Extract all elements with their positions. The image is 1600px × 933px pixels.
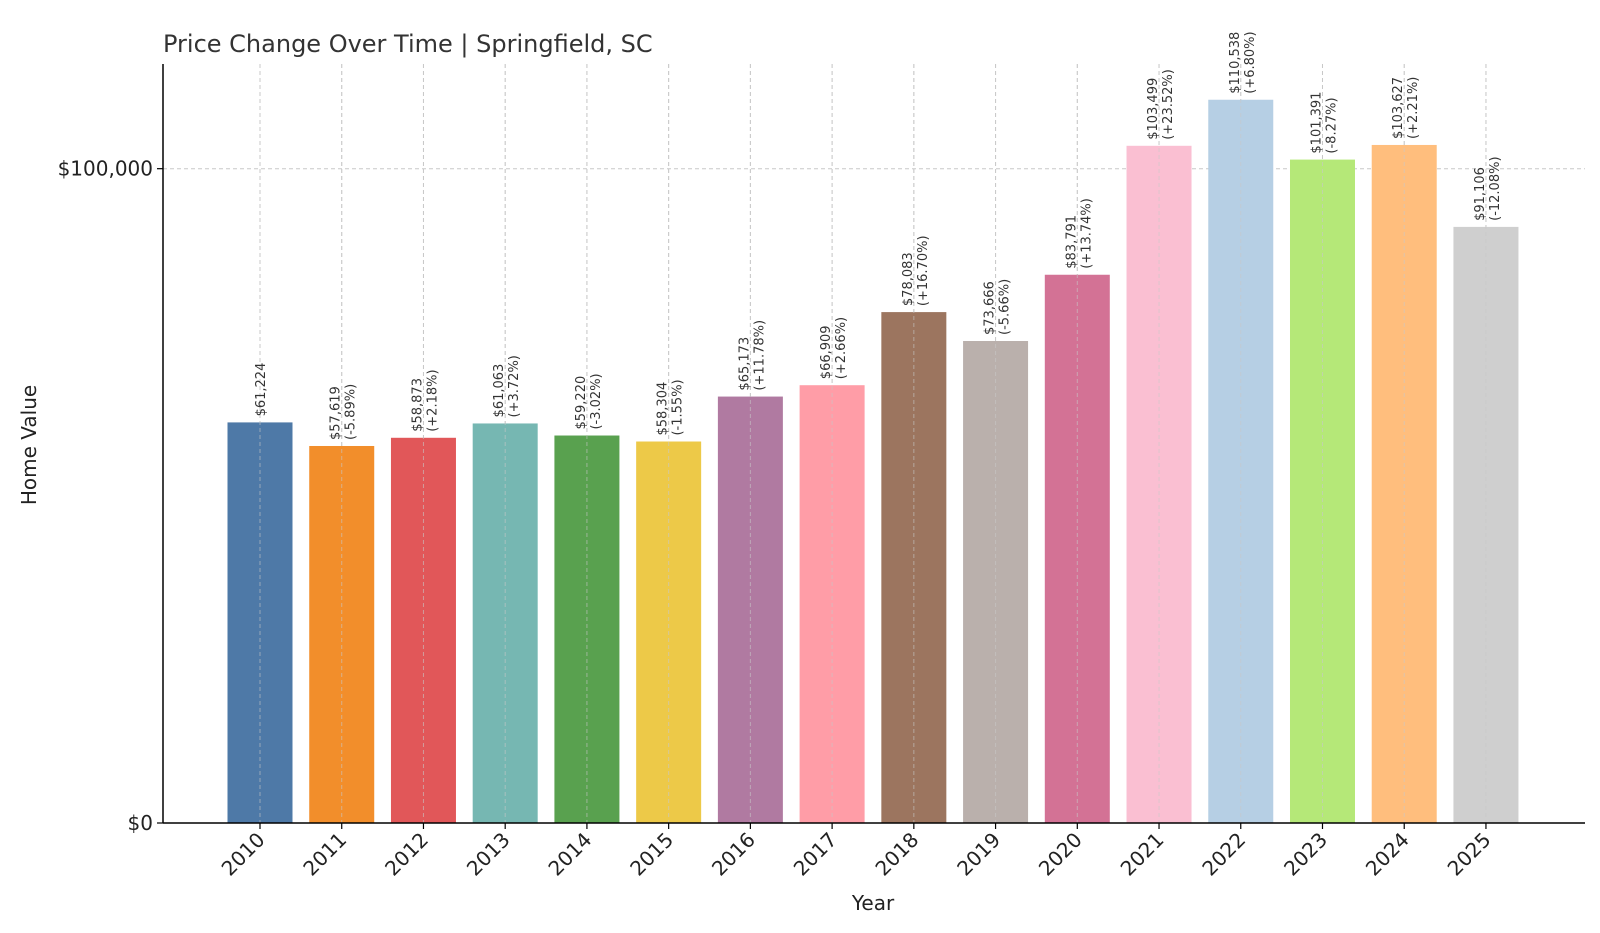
bar-value-label: $101,391 (1309, 92, 1324, 154)
bar-label-group: $103,627 (+2.21%) (1391, 77, 1421, 139)
bar-label-group: $110,538 (+6.80%) (1228, 31, 1258, 93)
bar-value-label: $59,220 (574, 376, 589, 430)
bar-change-label: (+6.80%) (1243, 31, 1258, 93)
bar-2010 (227, 422, 293, 823)
x-tick-label: 2025 (1443, 828, 1496, 881)
bar-label-group: $61,063 (+3.72%) (492, 355, 522, 417)
x-tick-label: 2010 (217, 828, 270, 881)
x-tick-label: 2017 (789, 828, 842, 881)
bar-label-group: $61,224 (254, 363, 269, 417)
x-tick-label: 2018 (870, 828, 923, 881)
bar-change-label: (-12.08%) (1488, 156, 1503, 220)
bar-change-label: (+11.78%) (752, 320, 767, 391)
x-tick-label: 2021 (1116, 828, 1169, 881)
bar-change-label: (+2.21%) (1406, 77, 1421, 139)
x-tick-label: 2015 (625, 828, 678, 881)
bar-label-group: $83,791 (+13.74%) (1064, 198, 1094, 269)
x-tick-label: 2020 (1034, 828, 1087, 881)
bar-label-group: $66,909 (+2.66%) (819, 317, 849, 379)
grid-layer (163, 64, 1585, 823)
bar-value-label: $103,627 (1391, 77, 1406, 139)
bar-change-label: (+3.72%) (507, 355, 522, 417)
x-tick-label: 2019 (952, 828, 1005, 881)
bar-value-label: $61,224 (254, 363, 269, 417)
bar-change-label: (-3.02%) (589, 373, 604, 429)
bar-2013 (472, 423, 538, 823)
x-tick-label: 2011 (298, 828, 351, 881)
bar-value-label: $103,499 (1146, 78, 1161, 140)
bar-labels-layer: $61,224 $57,619 (-5.89%) $58,873 (+2.18%) $61… (254, 31, 1503, 440)
x-tick-label: 2013 (462, 828, 515, 881)
bar-value-label: $66,909 (819, 325, 834, 379)
x-tick-label: 2022 (1197, 828, 1250, 881)
x-tick-label: 2023 (1279, 828, 1332, 881)
bar-label-group: $57,619 (-5.89%) (329, 384, 359, 440)
bars-layer (227, 64, 1519, 824)
bar-label-group: $91,106 (-12.08%) (1473, 156, 1503, 220)
bar-value-label: $58,304 (656, 382, 671, 436)
bar-label-group: $65,173 (+11.78%) (737, 320, 767, 391)
x-tick-label: 2012 (380, 828, 433, 881)
bar-value-label: $83,791 (1064, 215, 1079, 269)
bar-value-label: $58,873 (410, 378, 425, 432)
chart-title: Price Change Over Time | Springfield, SC (163, 30, 653, 58)
y-tick-label: $0 (128, 811, 153, 835)
x-tick-label: 2024 (1361, 828, 1414, 881)
bar-label-group: $59,220 (-3.02%) (574, 373, 604, 429)
bar-label-group: $58,304 (-1.55%) (656, 379, 686, 435)
bar-value-label: $78,083 (901, 252, 916, 306)
bar-value-label: $91,106 (1473, 167, 1488, 221)
bar-change-label: (+2.18%) (425, 369, 440, 431)
bar-change-label: (-1.55%) (671, 379, 686, 435)
bar-value-label: $65,173 (737, 337, 752, 391)
bar-value-label: $57,619 (329, 386, 344, 440)
bar-change-label: (-8.27%) (1324, 97, 1339, 153)
y-axis-label: Home Value (17, 385, 41, 505)
bar-label-group: $78,083 (+16.70%) (901, 235, 931, 306)
bar-value-label: $73,666 (983, 281, 998, 335)
bar-change-label: (-5.89%) (344, 384, 359, 440)
bar-label-group: $73,666 (-5.66%) (983, 279, 1013, 335)
bar-value-label: $61,063 (492, 364, 507, 418)
x-axis-label: Year (851, 891, 895, 915)
bar-label-group: $101,391 (-8.27%) (1309, 92, 1339, 154)
bar-label-group: $58,873 (+2.18%) (410, 369, 440, 431)
bar-change-label: (+2.66%) (834, 317, 849, 379)
bar-change-label: (+13.74%) (1079, 198, 1094, 269)
bar-2022 (1208, 99, 1274, 824)
bar-label-group: $103,499 (+23.52%) (1146, 69, 1176, 140)
y-tick-label: $100,000 (58, 157, 153, 181)
x-tick-label: 2016 (707, 828, 760, 881)
bar-value-label: $110,538 (1228, 32, 1243, 94)
bar-change-label: (+23.52%) (1161, 69, 1176, 140)
bar-change-label: (+16.70%) (916, 235, 931, 306)
bar-change-label: (-5.66%) (998, 279, 1013, 335)
x-tick-label: 2014 (543, 828, 596, 881)
